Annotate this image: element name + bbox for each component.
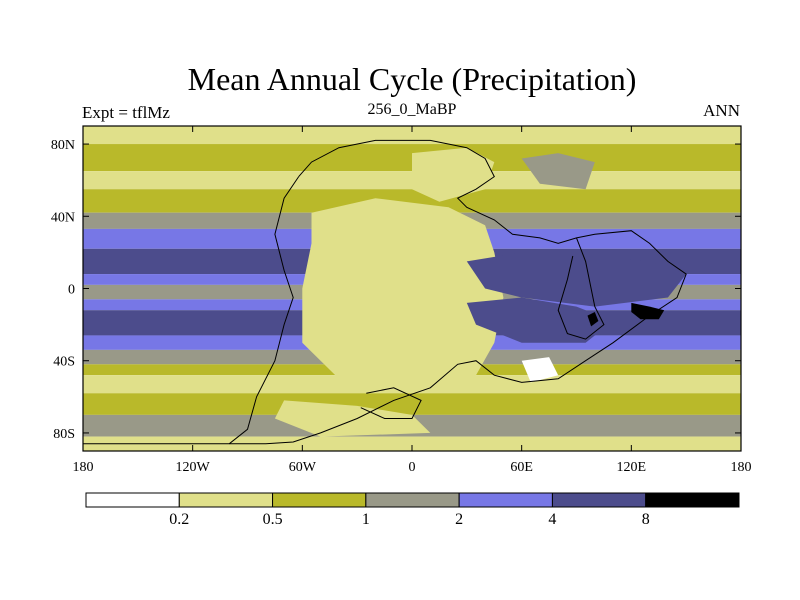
colorbar-label: 1	[362, 511, 370, 528]
x-tick-label: 60W	[289, 460, 317, 475]
period-label: 256_0_MaBP	[368, 101, 457, 118]
region-wet-core-2	[631, 302, 665, 320]
colorbar-swatch-2	[272, 492, 367, 508]
x-tick-label: 60E	[510, 460, 533, 475]
band-15	[83, 393, 741, 415]
region-central-semi-arid	[302, 198, 504, 388]
colorbar-label: 0.2	[169, 511, 189, 528]
y-tick-label: 40N	[51, 210, 75, 225]
x-tick-label: 120E	[617, 460, 647, 475]
colorbar-swatch-4	[458, 492, 553, 508]
coastlines	[83, 139, 687, 445]
contour-fills	[83, 126, 741, 451]
colorbar-swatch-0	[85, 492, 180, 508]
colorbar-label: 0.5	[263, 511, 283, 528]
coastline-western-continent	[83, 139, 687, 445]
y-tick-label: 0	[68, 283, 75, 298]
x-tick-label: 120W	[176, 460, 211, 475]
region-tropical-wet-east	[466, 252, 687, 307]
y-tick-label: 80S	[53, 427, 75, 442]
chart-title: Mean Annual Cycle (Precipitation)	[188, 61, 637, 97]
colorbar-swatch-6	[645, 492, 740, 508]
colorbar-swatch-3	[365, 492, 460, 508]
coastline-southern-island	[360, 387, 422, 419]
y-tick-label: 80N	[51, 138, 75, 153]
y-tick-label: 40S	[53, 355, 75, 370]
x-tick-label: 0	[409, 460, 416, 475]
region-southeast-dry-patch	[521, 357, 559, 383]
region-southern-semi-arid	[274, 400, 431, 437]
band-3	[83, 189, 741, 213]
x-tick-label: 180	[731, 460, 752, 475]
colorbar-swatch-1	[178, 492, 274, 508]
region-wet-core-1	[587, 312, 599, 327]
colorbar: 0.2 0.5 1 2 4 8	[85, 492, 740, 528]
region-northeast-gray	[521, 153, 595, 190]
colorbar-label: 4	[548, 511, 556, 528]
band-17	[83, 436, 741, 451]
map-area: 180 120W 60W 0 60E 120E 180 80N 40N 0 40S 80S	[51, 125, 752, 475]
band-0	[83, 126, 741, 145]
colorbar-label: 8	[642, 511, 650, 528]
coastline-eastern-landmass	[557, 237, 605, 340]
axes: 180 120W 60W 0 60E 120E 180 80N 40N 0 40S 80S	[51, 126, 752, 475]
colorbar-label: 2	[455, 511, 463, 528]
colorbar-swatch-5	[551, 492, 647, 508]
experiment-label: Expt = tflMz	[82, 103, 170, 122]
region-northern-semi-arid	[412, 147, 495, 202]
season-label: ANN	[703, 101, 740, 120]
x-tick-label: 180	[73, 460, 94, 475]
coastline-western-coast	[228, 176, 300, 445]
region-tropical-wet-south	[466, 297, 614, 343]
